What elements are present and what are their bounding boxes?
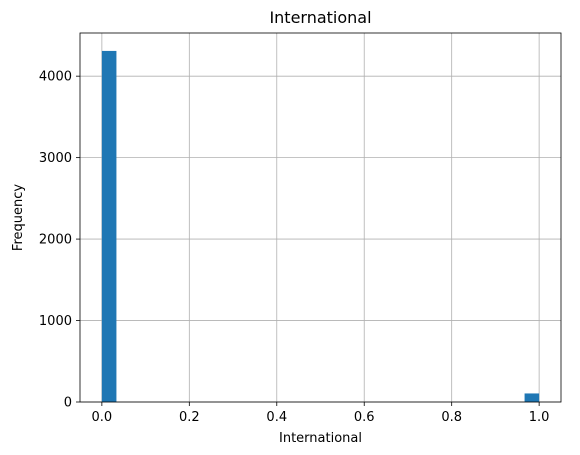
x-tick-label: 0.4 xyxy=(266,410,287,425)
x-axis-label: International xyxy=(279,431,362,446)
histogram-bars xyxy=(102,51,539,402)
x-tick-label: 0.0 xyxy=(92,410,113,425)
x-tick-label: 0.6 xyxy=(354,410,375,425)
histogram-bar xyxy=(102,51,117,402)
x-tick-label: 0.2 xyxy=(179,410,200,425)
chart-title: International xyxy=(269,8,371,27)
y-axis-label: Frequency xyxy=(11,184,26,251)
y-tick-label: 4000 xyxy=(39,70,72,85)
y-axis-ticks: 0 1000 2000 3000 4000 xyxy=(39,70,80,411)
histogram-bar xyxy=(525,393,540,402)
axes-frame xyxy=(80,33,561,402)
x-tick-label: 1.0 xyxy=(529,410,550,425)
y-tick-label: 3000 xyxy=(39,151,72,166)
y-tick-label: 1000 xyxy=(39,314,72,329)
grid-lines xyxy=(80,33,561,402)
x-tick-label: 0.8 xyxy=(441,410,462,425)
y-tick-label: 2000 xyxy=(39,233,72,248)
y-tick-label: 0 xyxy=(64,396,72,411)
x-axis-ticks: 0.0 0.2 0.4 0.6 0.8 1.0 xyxy=(92,402,550,425)
